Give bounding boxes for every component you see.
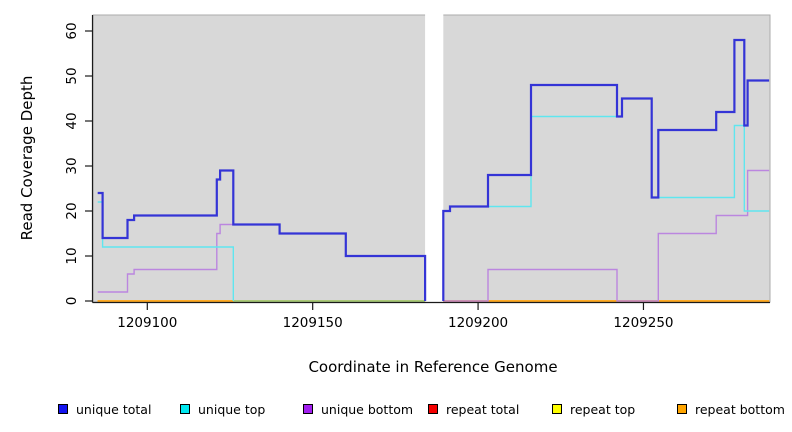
- unique-bottom-swatch-icon: [303, 404, 313, 414]
- series-unique-total: [97, 38, 770, 301]
- unique-top-swatch-icon: [180, 404, 190, 414]
- x-tick-label: 1209100: [117, 315, 178, 331]
- repeat-bottom-swatch-icon: [677, 404, 687, 414]
- repeat-total-swatch-icon: [428, 404, 438, 414]
- legend-label: repeat total: [446, 401, 520, 417]
- x-tick-label: 1209200: [448, 315, 509, 331]
- unique-total-swatch-icon: [58, 404, 68, 414]
- y-tick-label: 40: [64, 112, 80, 130]
- x-tick-label: 1209150: [282, 315, 343, 331]
- y-tick-label: 50: [64, 67, 80, 85]
- legend-item-unique-total: unique total: [58, 401, 151, 417]
- legend-label: unique bottom: [321, 401, 414, 417]
- x-tick-label: 1209250: [613, 315, 674, 331]
- y-tick-label: 60: [64, 22, 80, 40]
- legend-item-repeat-top: repeat top: [552, 401, 635, 417]
- legend-item-unique-top: unique top: [180, 401, 265, 417]
- legend-label: unique total: [76, 401, 152, 417]
- legend-item-unique-bottom: unique bottom: [303, 401, 413, 417]
- legend-item-repeat-bottom: repeat bottom: [677, 401, 785, 417]
- y-tick-label: 10: [64, 247, 80, 265]
- x-axis-title: Coordinate in Reference Genome: [308, 358, 558, 376]
- legend-label: unique top: [198, 401, 266, 417]
- coverage-gap: [425, 14, 444, 303]
- y-tick-label: 0: [64, 296, 80, 306]
- y-tick-label: 20: [64, 202, 80, 220]
- y-tick-label: 30: [64, 157, 80, 175]
- legend-item-repeat-total: repeat total: [428, 401, 519, 417]
- y-axis-title: Read Coverage Depth: [18, 75, 36, 241]
- axes: [85, 15, 770, 310]
- repeat-top-swatch-icon: [552, 404, 562, 414]
- legend-label: repeat top: [570, 401, 636, 417]
- legend-label: repeat bottom: [695, 401, 785, 417]
